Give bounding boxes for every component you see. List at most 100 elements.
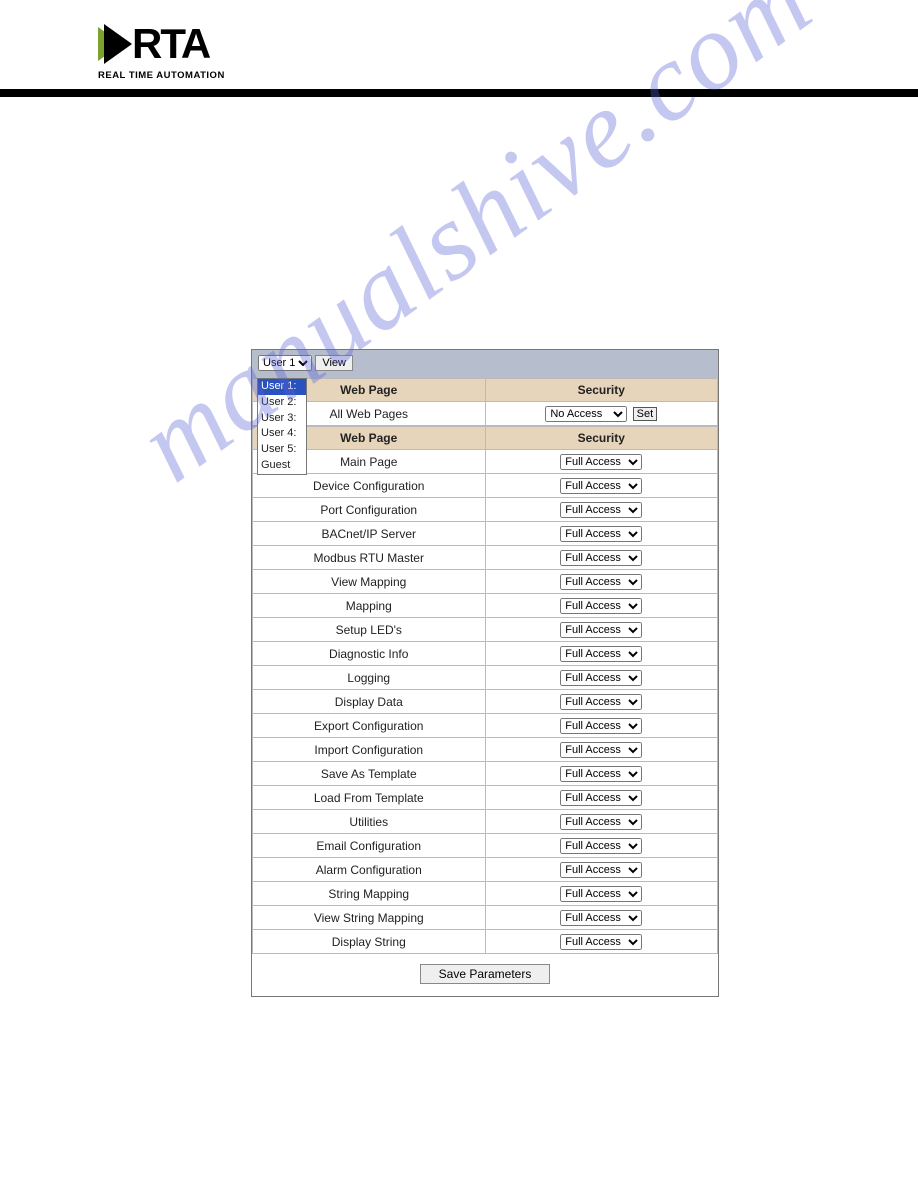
security-cell: Full Access <box>485 786 718 810</box>
security-cell: Full Access <box>485 930 718 954</box>
view-button[interactable]: View <box>315 355 353 371</box>
security-select[interactable]: Full Access <box>560 862 642 878</box>
security-select[interactable]: Full Access <box>560 622 642 638</box>
security-cell: Full Access <box>485 714 718 738</box>
user-list-item[interactable]: User 2: <box>258 395 306 411</box>
security-select[interactable]: Full Access <box>560 790 642 806</box>
security-select[interactable]: Full Access <box>560 502 642 518</box>
all-pages-table: Web Page Security All Web Pages No Acces… <box>252 378 718 426</box>
table-row: Mapping Full Access <box>253 594 718 618</box>
security-cell: Full Access <box>485 810 718 834</box>
security-select[interactable]: Full Access <box>560 550 642 566</box>
security-select[interactable]: Full Access <box>560 646 642 662</box>
security-cell: Full Access <box>485 594 718 618</box>
security-cell: Full Access <box>485 762 718 786</box>
document-header: RTA REAL TIME AUTOMATION <box>0 0 918 81</box>
security-select[interactable]: Full Access <box>560 454 642 470</box>
security-panel: User 1: View User 1:User 2:User 3:User 4… <box>251 349 719 997</box>
page-name-cell: BACnet/IP Server <box>253 522 486 546</box>
user-dropdown-list[interactable]: User 1:User 2:User 3:User 4:User 5:Guest <box>257 378 307 475</box>
security-select[interactable]: Full Access <box>560 574 642 590</box>
security-select[interactable]: Full Access <box>560 886 642 902</box>
user-list-item[interactable]: Guest <box>258 458 306 474</box>
security-cell: Full Access <box>485 570 718 594</box>
rta-logo: RTA REAL TIME AUTOMATION <box>98 20 278 81</box>
table-row: Display Data Full Access <box>253 690 718 714</box>
security-select[interactable]: Full Access <box>560 718 642 734</box>
panel-toolbar: User 1: View User 1:User 2:User 3:User 4… <box>252 350 718 378</box>
page-name-cell: String Mapping <box>253 882 486 906</box>
page-name-cell: Alarm Configuration <box>253 858 486 882</box>
table-row: Alarm Configuration Full Access <box>253 858 718 882</box>
security-cell: Full Access <box>485 474 718 498</box>
security-cell: Full Access <box>485 906 718 930</box>
page-name-cell: Export Configuration <box>253 714 486 738</box>
page-name-cell: Display String <box>253 930 486 954</box>
security-select[interactable]: Full Access <box>560 934 642 950</box>
save-parameters-button[interactable]: Save Parameters <box>420 964 551 984</box>
table-header-row: Web Page Security <box>253 427 718 450</box>
table-row: Email Configuration Full Access <box>253 834 718 858</box>
page-name-cell: Mapping <box>253 594 486 618</box>
page-name-cell: View Mapping <box>253 570 486 594</box>
table-row: Save As Template Full Access <box>253 762 718 786</box>
page-name-cell: View String Mapping <box>253 906 486 930</box>
page-name-cell: Utilities <box>253 810 486 834</box>
logo-subtitle: REAL TIME AUTOMATION <box>98 70 225 81</box>
table-row: Device Configuration Full Access <box>253 474 718 498</box>
table-row: String Mapping Full Access <box>253 882 718 906</box>
security-select[interactable]: Full Access <box>560 526 642 542</box>
logo-arrow-icon <box>98 22 136 66</box>
table-row: Main PageFull Access <box>253 450 718 474</box>
security-select[interactable]: Full Access <box>560 742 642 758</box>
all-pages-security-cell: No Access Set <box>485 402 718 426</box>
table-row: Display String Full Access <box>253 930 718 954</box>
security-select[interactable]: Full Access <box>560 598 642 614</box>
security-cell: Full Access <box>485 546 718 570</box>
security-cell: Full Access <box>485 498 718 522</box>
page-name-cell: Device Configuration <box>253 474 486 498</box>
security-cell: Full Access <box>485 690 718 714</box>
table-row: View String Mapping Full Access <box>253 906 718 930</box>
table-row: Utilities Full Access <box>253 810 718 834</box>
table-row: Port Configuration Full Access <box>253 498 718 522</box>
page-name-cell: Load From Template <box>253 786 486 810</box>
security-cell: Full Access <box>485 522 718 546</box>
page-name-cell: Diagnostic Info <box>253 642 486 666</box>
user-list-item[interactable]: User 1: <box>258 379 306 395</box>
user-list-item[interactable]: User 3: <box>258 411 306 427</box>
page-name-cell: Save As Template <box>253 762 486 786</box>
table-row: View Mapping Full Access <box>253 570 718 594</box>
page-name-cell: Setup LED's <box>253 618 486 642</box>
security-cell: Full Access <box>485 450 718 474</box>
security-select[interactable]: Full Access <box>560 910 642 926</box>
all-pages-row: All Web Pages No Access Set <box>253 402 718 426</box>
security-select[interactable]: Full Access <box>560 766 642 782</box>
table-row: Modbus RTU MasterFull Access <box>253 546 718 570</box>
user-select[interactable]: User 1: <box>258 355 312 371</box>
all-pages-security-select[interactable]: No Access <box>545 406 627 422</box>
user-list-item[interactable]: User 4: <box>258 426 306 442</box>
page-name-cell: Display Data <box>253 690 486 714</box>
table-header-row: Web Page Security <box>253 379 718 402</box>
table-row: Setup LED's Full Access <box>253 618 718 642</box>
header-divider <box>0 89 918 97</box>
col-header-security: Security <box>485 427 718 450</box>
security-cell: Full Access <box>485 738 718 762</box>
user-list-item[interactable]: User 5: <box>258 442 306 458</box>
security-cell: Full Access <box>485 666 718 690</box>
set-button[interactable]: Set <box>633 407 658 421</box>
security-cell: Full Access <box>485 618 718 642</box>
security-select[interactable]: Full Access <box>560 838 642 854</box>
page-name-cell: Import Configuration <box>253 738 486 762</box>
page-name-cell: Email Configuration <box>253 834 486 858</box>
security-select[interactable]: Full Access <box>560 478 642 494</box>
save-row: Save Parameters <box>252 954 718 996</box>
page-name-cell: Port Configuration <box>253 498 486 522</box>
security-select[interactable]: Full Access <box>560 694 642 710</box>
pages-table: Web Page Security Main PageFull AccessDe… <box>252 426 718 954</box>
table-row: LoggingFull Access <box>253 666 718 690</box>
security-select[interactable]: Full Access <box>560 670 642 686</box>
security-select[interactable]: Full Access <box>560 814 642 830</box>
col-header-security: Security <box>485 379 718 402</box>
